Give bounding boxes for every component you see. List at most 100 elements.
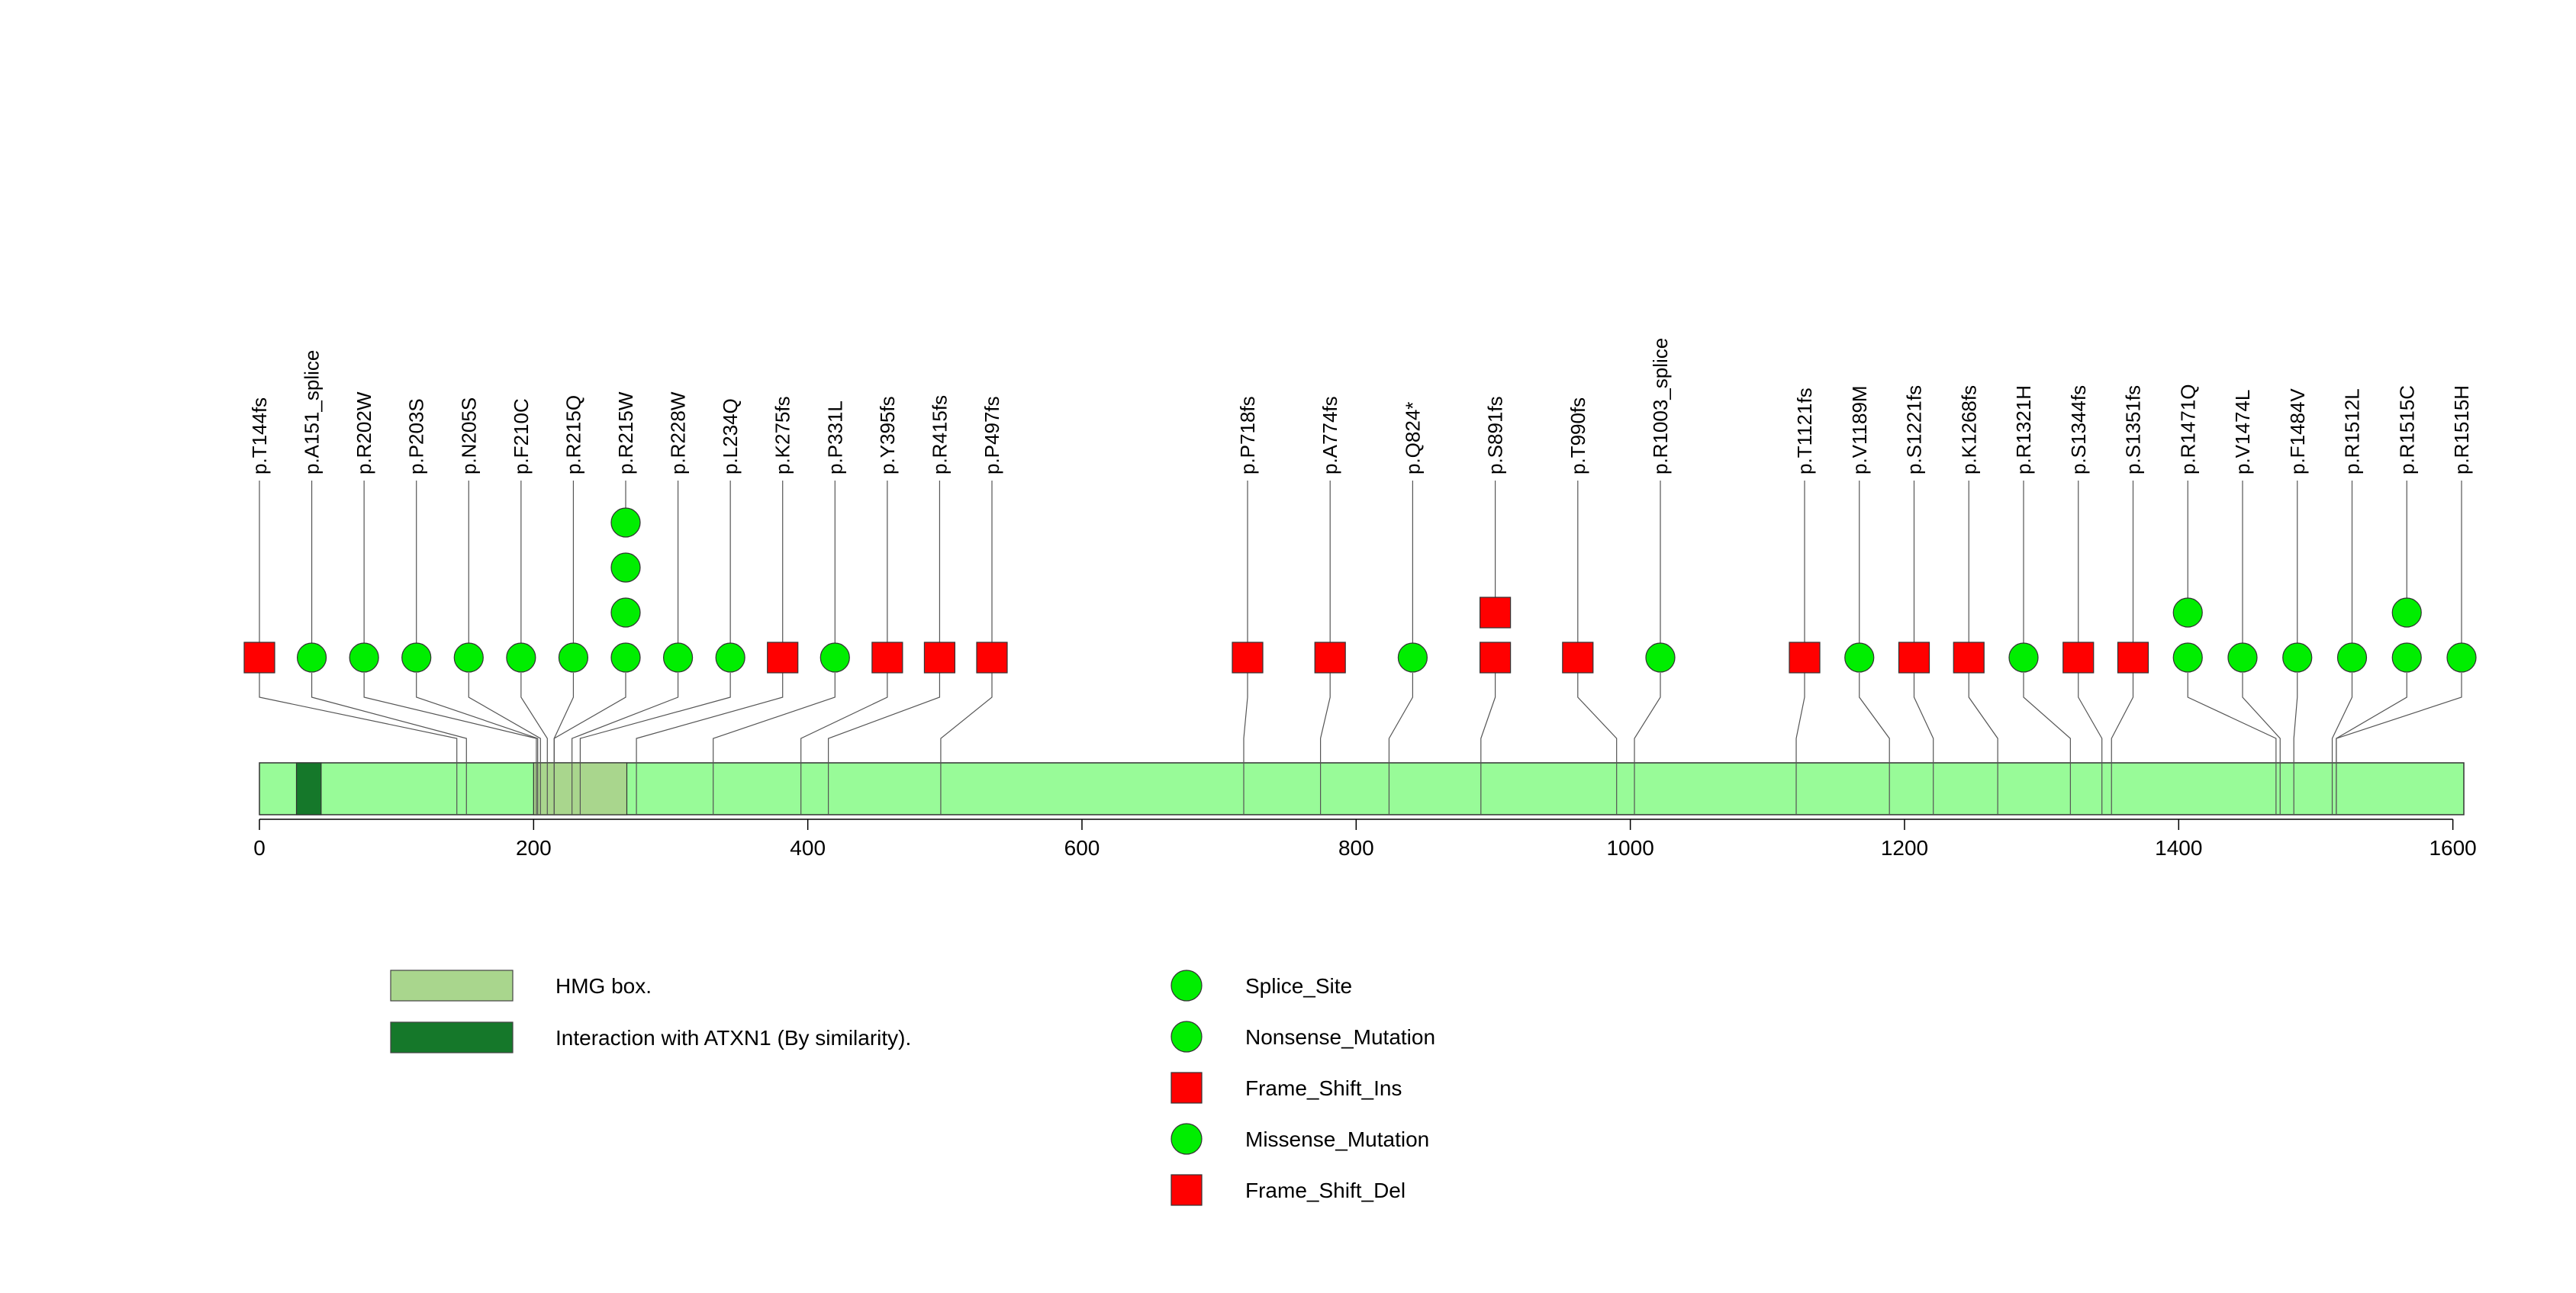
frameshift-marker (871, 642, 903, 674)
mutation-label: p.T1121fs (1793, 388, 1816, 474)
connector-line (1968, 673, 1998, 815)
mutation-label: p.S1221fs (1903, 385, 1926, 474)
connector-line (311, 673, 467, 815)
connector-line (1577, 673, 1618, 815)
label-layer: p.T144fs p.A151_splice p.R202W p.P203S p.N20… (248, 338, 2473, 474)
stem-layer (259, 481, 2462, 658)
mutation-label: p.Q824* (1401, 402, 1424, 474)
x-tick-label: 400 (790, 836, 826, 860)
mutation-label: p.R228W (667, 391, 690, 474)
mutation-label: p.S891fs (1484, 396, 1507, 474)
mutation-label: p.R1471Q (2176, 384, 2199, 474)
missense-marker (2391, 597, 2422, 628)
missense-marker (610, 597, 641, 628)
legend-label: Frame_Shift_Ins (1245, 1076, 1402, 1100)
connector-line (416, 673, 539, 815)
mutation-label: p.T990fs (1567, 397, 1589, 474)
x-tick-label: 1400 (2155, 836, 2202, 860)
missense-marker (453, 642, 484, 673)
missense-marker (2227, 642, 2258, 673)
mutation-label: p.V1474L (2231, 390, 2254, 474)
missense-marker (2008, 642, 2039, 673)
connector-line (259, 673, 458, 815)
missense-marker (2391, 642, 2422, 673)
connector-line (2336, 673, 2462, 815)
connector-line (468, 673, 541, 815)
missense-marker (558, 642, 589, 673)
connector-line (363, 673, 537, 815)
mutation-label: p.K275fs (771, 396, 794, 474)
connector-line (2023, 673, 2071, 815)
mutation-label: p.P331L (823, 400, 846, 474)
connector-line (520, 673, 548, 815)
connector-line (572, 673, 679, 815)
marker-layer (243, 507, 2477, 674)
frameshift-marker (1562, 642, 1594, 674)
missense-marker (819, 642, 850, 673)
mutation-label: p.F210C (510, 398, 533, 474)
legend-swatch (390, 970, 514, 1002)
mutation-label: p.N205S (457, 397, 480, 474)
legend-label: Nonsense_Mutation (1245, 1025, 1435, 1049)
missense-marker (349, 642, 379, 673)
splice-marker (296, 642, 327, 673)
frameshift-marker (1953, 642, 1985, 674)
legend-label: Splice_Site (1245, 974, 1352, 998)
connector-line (1480, 673, 1496, 815)
mutation-label: p.F1484V (2286, 388, 2309, 474)
connector-line (553, 673, 626, 815)
connector-line (2293, 673, 2298, 815)
frameshift-marker (1479, 597, 1512, 629)
connector-line (1243, 673, 1248, 815)
mutation-label: p.T144fs (248, 397, 271, 474)
axis-layer: 0 200 400 600 800 1000 1200 1400 1600 (253, 819, 2477, 860)
connector-line (1320, 673, 1331, 815)
frameshift-marker (2062, 642, 2095, 674)
x-tick-label: 1600 (2429, 836, 2476, 860)
missense-marker (2446, 642, 2477, 673)
mutation-label: p.V1189M (1848, 385, 1871, 474)
connector-line (1795, 673, 1805, 815)
connector-line (2331, 673, 2353, 815)
connector-line (828, 673, 941, 815)
frameshift-marker (1789, 642, 1821, 674)
legend-square-icon (1170, 1174, 1203, 1206)
missense-marker (2172, 642, 2203, 673)
mutation-label: p.R1515H (2450, 385, 2473, 474)
connector-line (713, 673, 836, 815)
legend-label: Frame_Shift_Del (1245, 1179, 1406, 1202)
connector-line (2078, 673, 2103, 815)
mutation-label: p.P203S (405, 398, 428, 474)
frameshift-marker (923, 642, 956, 674)
missense-marker (506, 642, 536, 673)
mutation-label: p.Y395fs (876, 396, 899, 474)
connector-line (1634, 673, 1661, 815)
missense-marker (715, 642, 745, 673)
missense-marker (610, 552, 641, 583)
missense-marker (610, 642, 641, 673)
protein-bar-layer (259, 762, 2465, 815)
legend-circle-icon (1170, 970, 1203, 1002)
connector-line (579, 673, 731, 815)
x-tick-label: 600 (1064, 836, 1100, 860)
legend-swatch (390, 1021, 514, 1053)
frameshift-marker (1232, 642, 1264, 674)
connector-line (800, 673, 888, 815)
mutation-label: p.R1003_splice (1649, 338, 1672, 474)
connector-line (2242, 673, 2281, 815)
missense-marker (610, 507, 641, 538)
mutation-label: p.A151_splice (301, 350, 324, 474)
legend-label: Missense_Mutation (1245, 1127, 1429, 1151)
mutation-label: p.R415fs (928, 395, 951, 474)
connector-line (940, 673, 993, 815)
nonsense-marker (1397, 642, 1428, 673)
connector-line (636, 673, 784, 815)
legend-circle-icon (1170, 1123, 1203, 1155)
frameshift-marker (767, 642, 799, 674)
x-tick-label: 1200 (1881, 836, 1928, 860)
legend-circle-icon (1170, 1021, 1203, 1053)
mutation-label: p.R1512L (2341, 388, 2364, 474)
x-tick-label: 0 (253, 836, 266, 860)
splice-marker (1645, 642, 1676, 673)
